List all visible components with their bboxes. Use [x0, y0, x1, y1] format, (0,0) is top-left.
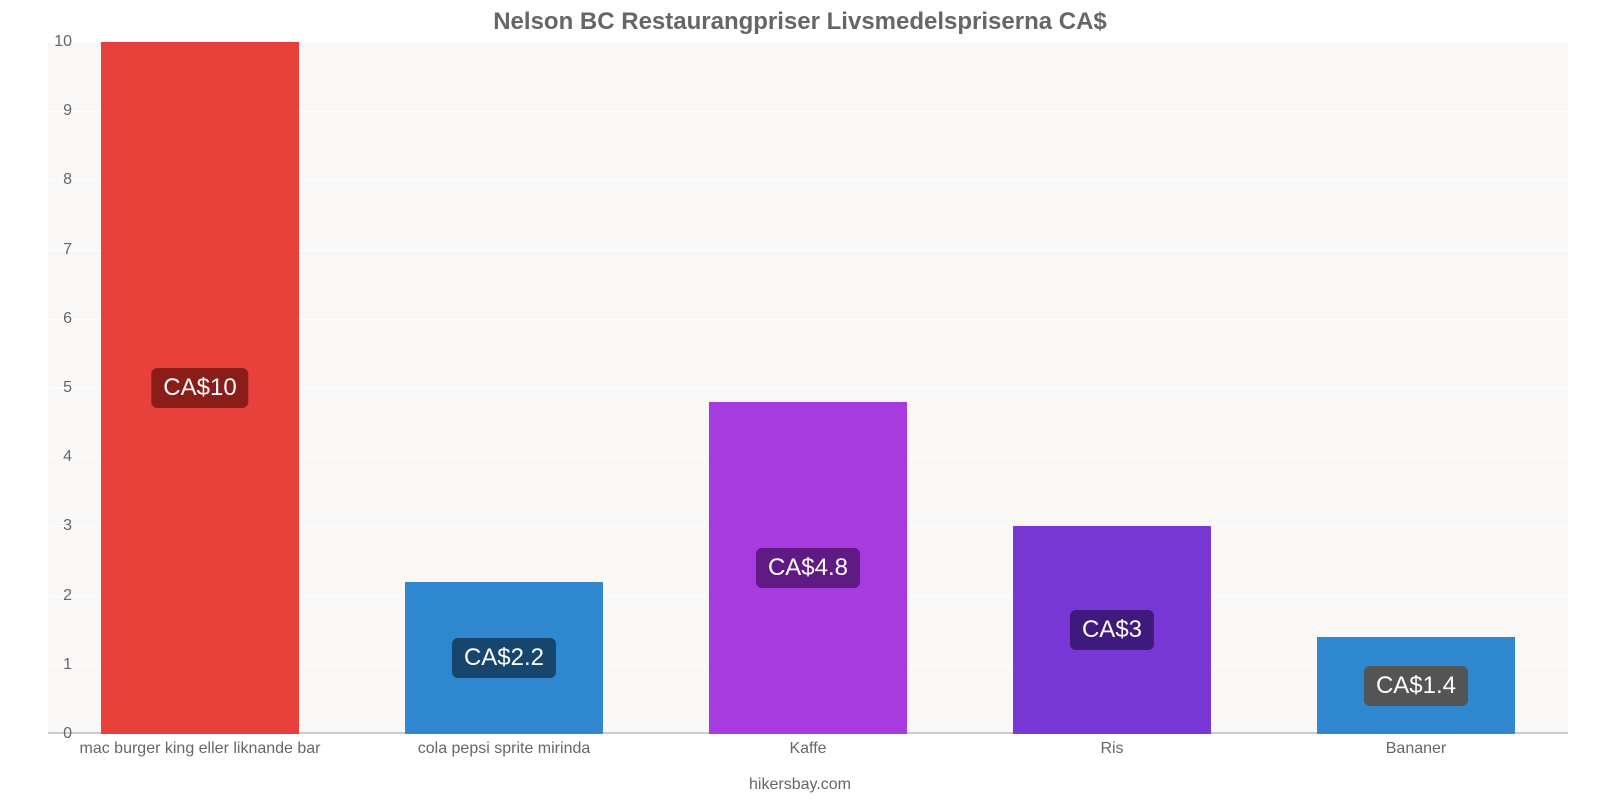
x-tick-label: cola pepsi sprite mirinda [418, 740, 591, 758]
y-tick-label: 8 [32, 171, 72, 189]
attribution-text: hikersbay.com [0, 776, 1600, 794]
bar-value-label: CA$2.2 [452, 638, 556, 678]
y-tick-label: 4 [32, 448, 72, 466]
y-tick-label: 3 [32, 517, 72, 535]
x-tick-label: Ris [1100, 740, 1123, 758]
y-tick-label: 2 [32, 587, 72, 605]
y-tick-label: 0 [32, 725, 72, 743]
price-bar-chart: Nelson BC Restaurangpriser Livsmedelspri… [0, 0, 1600, 800]
bar-value-label: CA$4.8 [756, 548, 860, 588]
y-tick-label: 6 [32, 310, 72, 328]
y-tick-label: 7 [32, 241, 72, 259]
x-tick-label: Bananer [1386, 740, 1447, 758]
y-tick-label: 9 [32, 102, 72, 120]
y-tick-label: 1 [32, 656, 72, 674]
chart-title: Nelson BC Restaurangpriser Livsmedelspri… [0, 8, 1600, 36]
bar-value-label: CA$1.4 [1364, 666, 1468, 706]
y-tick-label: 10 [32, 33, 72, 51]
x-tick-label: Kaffe [789, 740, 826, 758]
bar-value-label: CA$3 [1070, 610, 1154, 650]
plot-area: CA$10 CA$2.2 CA$4.8 CA$3 CA$1.4 [48, 42, 1568, 734]
y-tick-label: 5 [32, 379, 72, 397]
x-axis-labels: mac burger king eller liknande bar cola p… [48, 740, 1568, 770]
x-tick-label: mac burger king eller liknande bar [79, 740, 320, 758]
bar-value-label: CA$10 [151, 368, 248, 408]
